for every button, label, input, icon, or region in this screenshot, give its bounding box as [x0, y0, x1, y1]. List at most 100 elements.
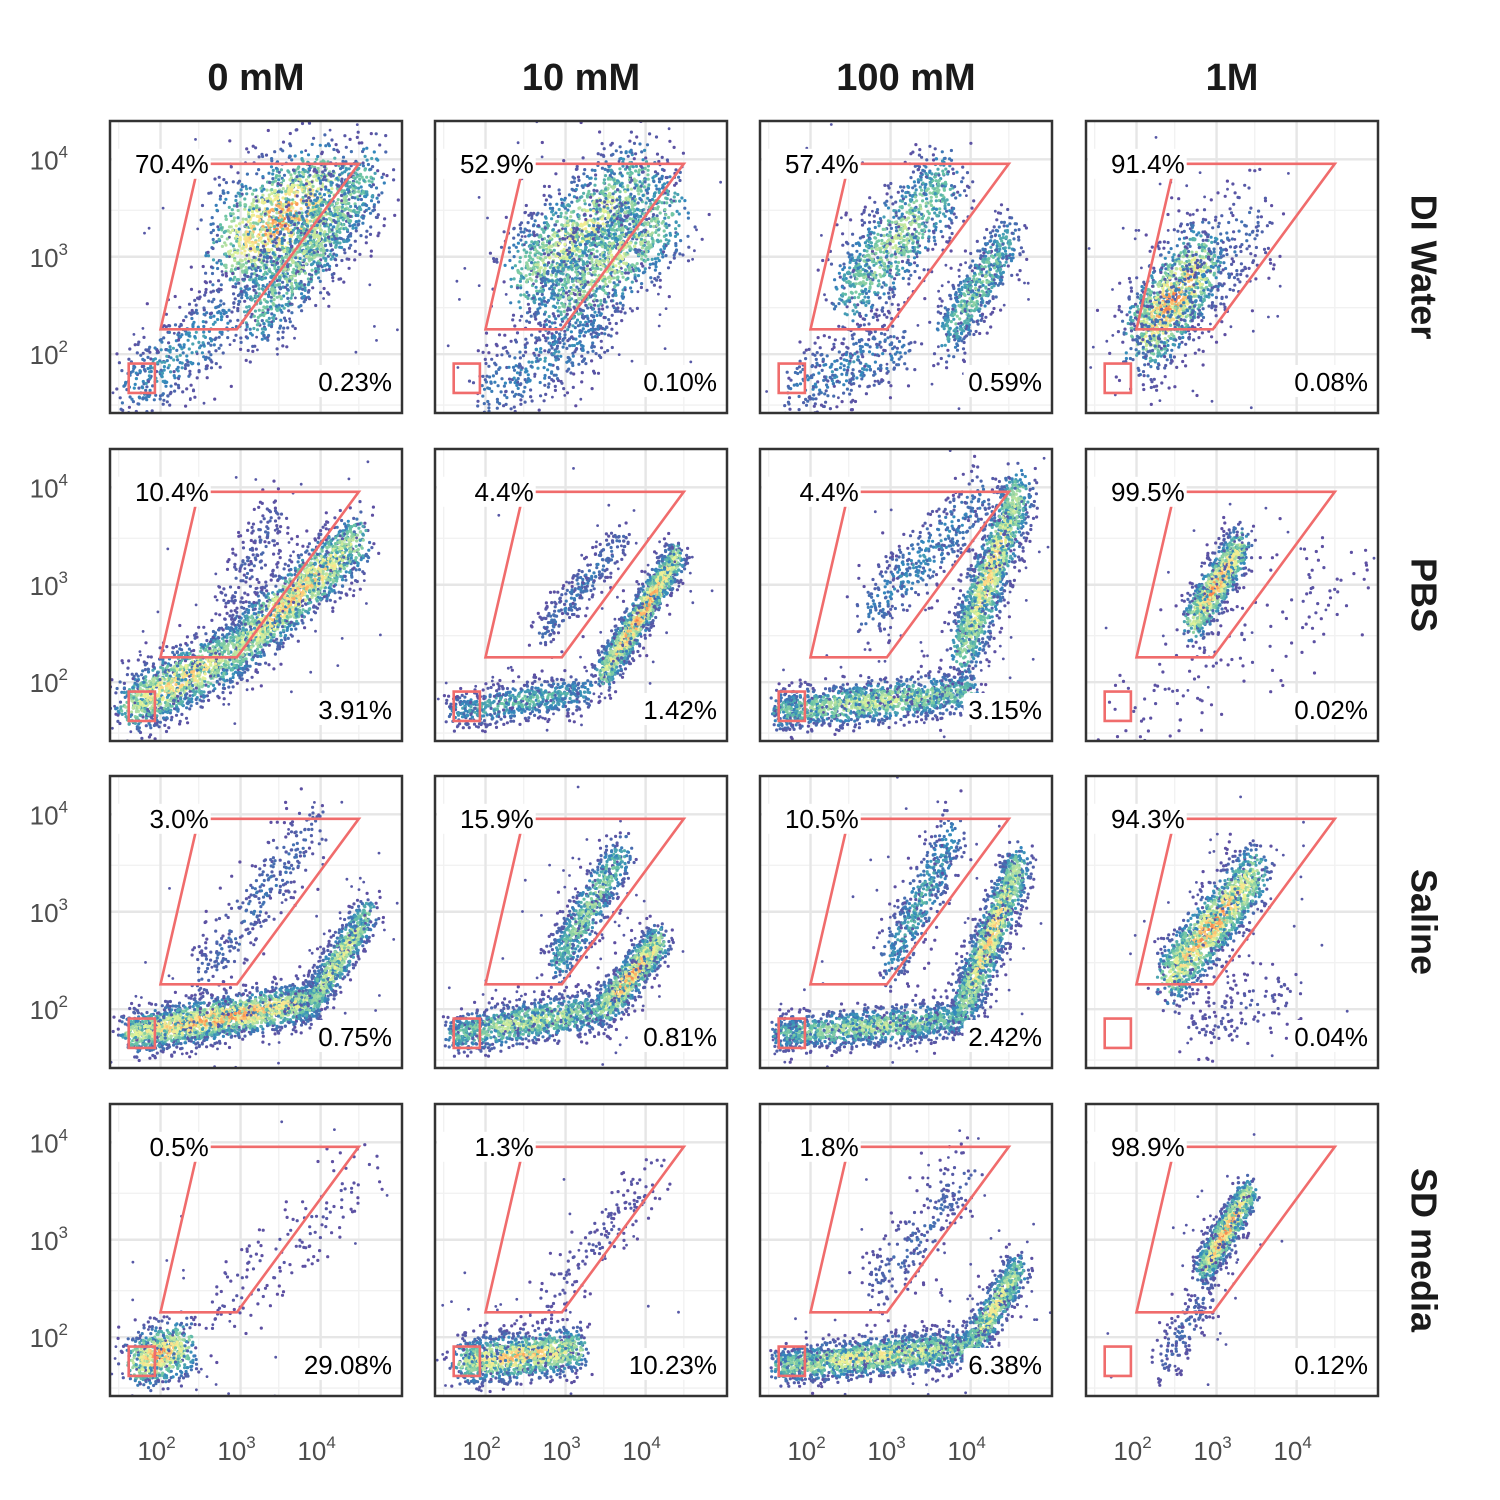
- density-point: [327, 267, 331, 271]
- density-point: [277, 238, 282, 242]
- density-point: [298, 174, 302, 178]
- density-point: [329, 190, 333, 194]
- density-point: [278, 248, 282, 252]
- density-point: [294, 99, 297, 102]
- density-point: [276, 337, 280, 341]
- density-point: [510, 266, 515, 270]
- density-point: [618, 201, 622, 205]
- density-point: [314, 205, 318, 209]
- density-point: [588, 208, 593, 212]
- density-point: [602, 242, 606, 246]
- density-point: [314, 269, 318, 273]
- density-point: [243, 207, 247, 211]
- density-point: [242, 233, 246, 237]
- density-point: [376, 200, 381, 204]
- density-point: [334, 237, 338, 241]
- density-point: [614, 293, 618, 297]
- density-point: [530, 216, 534, 220]
- density-point: [189, 383, 193, 387]
- density-point: [166, 348, 170, 352]
- density-point: [558, 256, 562, 260]
- density-point: [542, 252, 547, 256]
- density-point: [146, 355, 150, 359]
- density-point: [127, 357, 131, 361]
- density-point: [630, 204, 635, 209]
- density-point: [301, 287, 305, 291]
- density-point: [249, 315, 253, 319]
- density-point: [207, 356, 211, 360]
- density-point: [245, 147, 249, 151]
- density-point: [572, 195, 577, 199]
- density-point: [508, 258, 512, 263]
- density-point: [638, 180, 642, 184]
- density-point: [338, 211, 342, 215]
- density-point: [189, 397, 192, 400]
- density-point: [202, 306, 206, 310]
- density-point: [636, 274, 641, 278]
- density-point: [256, 315, 260, 319]
- density-point: [572, 226, 576, 230]
- density-point: [271, 172, 275, 176]
- density-point: [527, 293, 531, 297]
- density-point: [290, 158, 294, 162]
- density-point: [528, 243, 533, 247]
- density-point: [344, 194, 349, 198]
- density-point: [564, 286, 568, 290]
- density-point: [582, 272, 587, 277]
- density-point: [228, 319, 232, 323]
- density-point: [644, 201, 648, 205]
- density-point: [235, 202, 239, 206]
- density-point: [528, 272, 532, 276]
- density-point: [570, 248, 574, 252]
- density-point: [618, 171, 623, 175]
- density-point: [275, 261, 279, 265]
- density-point: [610, 228, 614, 232]
- density-point: [550, 284, 554, 289]
- density-point: [214, 203, 218, 207]
- row-title: PBS: [1404, 558, 1445, 632]
- density-point: [542, 296, 546, 300]
- density-point: [237, 222, 242, 226]
- density-point: [375, 196, 379, 200]
- density-point: [628, 222, 632, 226]
- density-point: [363, 168, 367, 172]
- density-point: [664, 233, 668, 237]
- x-tick-label: 103: [217, 1433, 255, 1466]
- density-point: [523, 243, 526, 247]
- density-point: [361, 164, 365, 168]
- density-point: [302, 252, 306, 256]
- density-point: [599, 299, 603, 303]
- density-point: [265, 260, 269, 264]
- density-point: [239, 336, 243, 340]
- density-point: [551, 228, 556, 232]
- density-point: [544, 323, 549, 327]
- density-point: [307, 282, 311, 286]
- density-point: [306, 246, 310, 250]
- density-point: [623, 190, 628, 194]
- density-point: [533, 219, 537, 223]
- density-point: [589, 195, 593, 199]
- density-point: [571, 175, 575, 179]
- density-point: [369, 167, 373, 171]
- density-point: [165, 400, 169, 404]
- density-point: [522, 248, 526, 252]
- density-point: [244, 291, 248, 295]
- density-point: [601, 264, 605, 268]
- lower-gate-percentage: 0.23%: [318, 367, 392, 397]
- density-point: [334, 220, 338, 224]
- density-point: [665, 197, 669, 201]
- density-point: [260, 184, 265, 188]
- density-point: [303, 286, 307, 290]
- density-point: [307, 250, 311, 254]
- density-point: [251, 349, 255, 353]
- density-point: [538, 306, 542, 310]
- density-point: [668, 175, 672, 179]
- density-point: [540, 292, 544, 297]
- density-point: [292, 274, 296, 278]
- density-point: [486, 216, 489, 220]
- density-point: [332, 225, 336, 229]
- density-point: [229, 277, 233, 281]
- density-point: [375, 339, 378, 342]
- density-point: [575, 318, 580, 322]
- density-point: [238, 236, 242, 240]
